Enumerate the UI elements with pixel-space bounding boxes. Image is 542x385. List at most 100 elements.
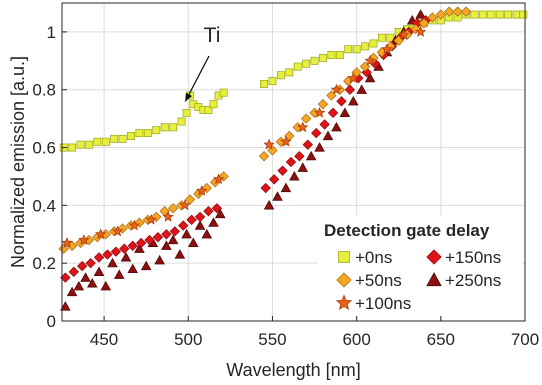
legend-marker-4 xyxy=(335,294,353,310)
y-tick-label-3: 0.6 xyxy=(32,139,56,158)
data-point-0-28 xyxy=(293,62,302,71)
data-point-4-35 xyxy=(356,84,367,94)
data-point-4-11 xyxy=(134,243,145,253)
data-point-3-10 xyxy=(144,234,155,246)
data-point-0-14 xyxy=(177,117,186,126)
data-point-4-32 xyxy=(331,121,342,132)
x-tick-label-1: 500 xyxy=(174,330,202,349)
data-point-2-14 xyxy=(330,83,343,95)
data-point-0-11 xyxy=(152,126,161,135)
data-point-3-15 xyxy=(186,214,197,225)
data-point-4-3 xyxy=(80,272,91,282)
data-point-2-11 xyxy=(280,135,292,147)
data-point-2-12 xyxy=(297,121,309,133)
data-point-2-6 xyxy=(162,210,174,222)
data-point-3-31 xyxy=(361,67,372,78)
data-point-0-38 xyxy=(377,33,386,42)
data-point-0-9 xyxy=(135,129,144,138)
data-point-3-24 xyxy=(302,139,313,150)
data-point-3-16 xyxy=(194,211,206,223)
data-point-3-28 xyxy=(336,96,347,107)
data-point-0-35 xyxy=(352,45,361,54)
data-point-4-22 xyxy=(208,217,219,227)
data-point-2-17 xyxy=(381,43,393,55)
data-point-3-14 xyxy=(178,220,189,231)
data-point-1-41 xyxy=(435,9,446,20)
data-point-4-10 xyxy=(127,263,138,274)
data-point-1-43 xyxy=(452,6,463,17)
data-point-4-19 xyxy=(188,237,199,248)
data-point-3-25 xyxy=(311,127,322,139)
annotation-label: Ti xyxy=(204,24,221,47)
x-tick-label-5: 700 xyxy=(511,330,539,349)
data-point-2-19 xyxy=(414,25,427,37)
series-250ns xyxy=(60,9,426,311)
data-point-4-12 xyxy=(140,260,152,271)
legend-marker-0 xyxy=(338,251,350,263)
ti-annotation: Ti xyxy=(184,24,221,102)
data-point-0-27 xyxy=(285,68,294,77)
data-point-1-42 xyxy=(444,6,455,17)
data-point-0-13 xyxy=(169,123,178,132)
data-point-4-2 xyxy=(73,280,85,291)
data-point-2-16 xyxy=(364,54,376,66)
data-point-4-7 xyxy=(107,257,118,268)
data-point-0-29 xyxy=(302,59,311,68)
data-point-4-8 xyxy=(113,269,125,279)
x-tick-label-3: 600 xyxy=(342,330,370,349)
y-tick-label-4: 0.8 xyxy=(32,81,56,100)
data-point-1-21 xyxy=(267,145,278,156)
data-point-1-9 xyxy=(134,217,145,228)
data-point-4-27 xyxy=(289,171,300,181)
data-point-4-42 xyxy=(415,9,426,19)
data-point-1-32 xyxy=(359,61,371,72)
data-point-3-17 xyxy=(203,205,214,217)
data-point-2-7 xyxy=(179,199,191,211)
data-point-2-0 xyxy=(61,236,73,248)
y-tick-label-1: 0.2 xyxy=(32,254,56,273)
legend-entry-3: +250ns xyxy=(445,271,501,290)
legend-entry-2: +50ns xyxy=(355,271,402,290)
data-point-4-18 xyxy=(181,228,192,239)
x-tick-label-4: 650 xyxy=(427,330,455,349)
data-point-0-26 xyxy=(276,71,285,80)
tick-labels: 450 500 550 600 650 700 0 0.2 0.4 0.6 0.8 1 xyxy=(32,23,539,349)
series-100ns xyxy=(61,25,427,248)
data-point-0-36 xyxy=(361,42,370,51)
data-point-1-15 xyxy=(184,194,196,205)
data-point-4-5 xyxy=(93,266,105,276)
data-point-0-12 xyxy=(160,123,169,132)
data-point-3-7 xyxy=(119,243,130,254)
data-point-4-31 xyxy=(322,130,334,141)
data-point-3-6 xyxy=(110,246,122,257)
data-point-1-19 xyxy=(218,171,229,182)
data-point-4-16 xyxy=(167,234,179,245)
data-point-0-1 xyxy=(68,143,77,152)
data-point-0-8 xyxy=(127,132,135,140)
data-point-4-1 xyxy=(66,286,78,297)
data-point-3-26 xyxy=(319,119,330,130)
legend-box xyxy=(318,216,522,316)
data-point-3-19 xyxy=(260,182,271,194)
legend-entry-0: +0ns xyxy=(355,248,392,267)
data-point-4-36 xyxy=(364,72,376,83)
data-point-2-4 xyxy=(128,219,141,231)
data-point-0-7 xyxy=(118,134,127,143)
data-point-0-3 xyxy=(84,140,93,149)
data-point-4-6 xyxy=(100,280,112,291)
data-point-4-33 xyxy=(339,107,351,117)
data-point-0-37 xyxy=(369,39,378,48)
data-point-3-18 xyxy=(211,203,223,214)
data-point-3-1 xyxy=(68,266,79,278)
data-point-0-20 xyxy=(204,106,213,114)
x-tick-label-0: 450 xyxy=(90,330,118,349)
data-point-4-24 xyxy=(263,199,275,210)
data-point-4-30 xyxy=(314,142,325,152)
data-point-4-9 xyxy=(120,251,132,262)
data-point-2-3 xyxy=(111,225,124,237)
y-tick-label-0: 0 xyxy=(47,312,56,331)
data-point-2-13 xyxy=(313,106,326,118)
data-point-2-10 xyxy=(263,138,275,150)
data-point-4-17 xyxy=(174,249,186,259)
data-point-1-25 xyxy=(300,113,312,124)
